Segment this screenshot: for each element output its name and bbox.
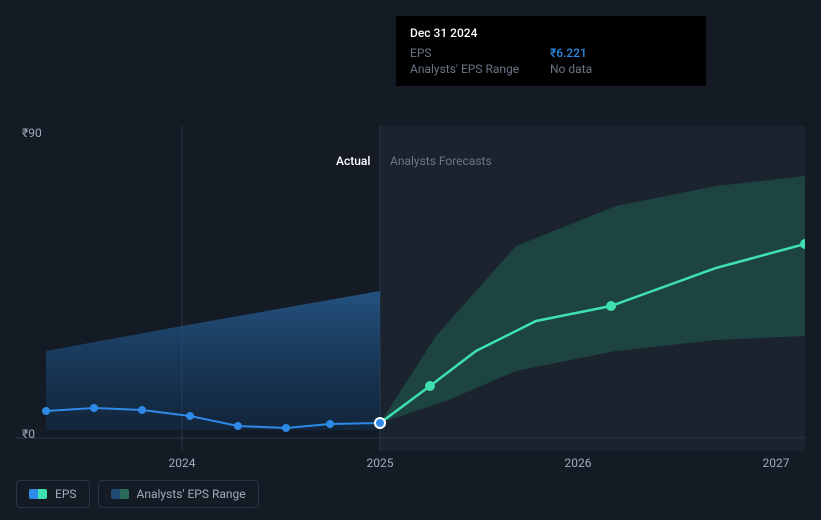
- legend-swatch-range: [111, 489, 129, 499]
- x-axis-label: 2027: [763, 456, 790, 470]
- highlight-marker: [375, 418, 385, 428]
- plot-area[interactable]: ₹90 ₹0 2024 2025 2026 2027 Actual Analys…: [16, 126, 805, 451]
- chart-svg: [16, 126, 805, 451]
- tooltip-date: Dec 31 2024: [410, 26, 692, 40]
- y-axis-label: ₹0: [22, 427, 35, 441]
- tooltip-value: No data: [550, 62, 592, 76]
- tooltip-row: EPS ₹6.221: [410, 46, 692, 60]
- y-axis-label: ₹90: [22, 126, 42, 140]
- legend-item-eps[interactable]: EPS: [16, 480, 90, 508]
- x-axis-label: 2026: [565, 456, 592, 470]
- region-label-actual: Actual: [336, 154, 370, 168]
- chart-legend: EPS Analysts' EPS Range: [16, 480, 259, 508]
- legend-swatch-eps: [29, 489, 47, 499]
- legend-label: Analysts' EPS Range: [137, 487, 246, 501]
- x-axis-label: 2024: [169, 456, 196, 470]
- tooltip-label: Analysts' EPS Range: [410, 62, 530, 76]
- x-axis-label: 2025: [367, 456, 394, 470]
- tooltip-value: ₹6.221: [550, 46, 587, 60]
- eps-chart: Dec 31 2024 EPS ₹6.221 Analysts' EPS Ran…: [16, 16, 805, 456]
- legend-label: EPS: [55, 487, 77, 501]
- tooltip-row: Analysts' EPS Range No data: [410, 62, 692, 76]
- legend-item-range[interactable]: Analysts' EPS Range: [98, 480, 259, 508]
- region-label-forecast: Analysts Forecasts: [390, 154, 492, 168]
- chart-tooltip: Dec 31 2024 EPS ₹6.221 Analysts' EPS Ran…: [396, 16, 706, 86]
- tooltip-label: EPS: [410, 46, 530, 60]
